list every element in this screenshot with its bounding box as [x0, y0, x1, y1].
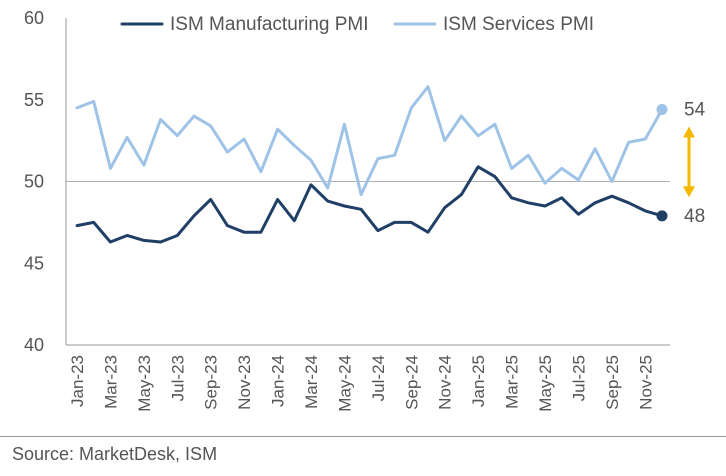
series-lines: 54 48: [75, 85, 706, 244]
y-axis-ticks: 40 45 50 55 60: [24, 8, 44, 355]
legend-label: ISM Services PMI: [443, 14, 594, 35]
x-tick-label: Sep-24: [402, 355, 421, 410]
end-marker-manufacturing: [656, 210, 668, 222]
x-tick-label: Nov-25: [636, 355, 655, 410]
legend: ISM Manufacturing PMI ISM Services PMI: [120, 14, 594, 35]
x-tick-label: Jul-24: [369, 355, 388, 401]
x-tick-label: May-23: [135, 355, 154, 412]
x-tick-label: Jul-23: [168, 355, 187, 401]
y-tick-label: 45: [24, 253, 44, 273]
x-tick-label: Jan-23: [68, 355, 87, 407]
arrow-head-down: [683, 186, 695, 198]
x-tick-label: Nov-24: [436, 355, 455, 410]
end-value-label: 54: [684, 100, 706, 121]
end-marker-services: [656, 104, 668, 116]
series-line-services: [75, 85, 664, 197]
legend-label: ISM Manufacturing PMI: [170, 14, 369, 35]
x-tick-label: Jan-24: [269, 355, 288, 407]
arrow-head-up: [683, 126, 695, 138]
y-tick-label: 50: [24, 172, 44, 192]
x-tick-label: Mar-24: [302, 355, 321, 409]
x-tick-label: Mar-25: [503, 355, 522, 409]
x-tick-label: Nov-23: [235, 355, 254, 410]
source-note: Source: MarketDesk, ISM: [12, 444, 218, 464]
x-tick-label: May-25: [536, 355, 555, 412]
series-line-manufacturing: [75, 165, 664, 244]
x-tick-label: Sep-25: [603, 355, 622, 410]
difference-annotation: [683, 126, 695, 198]
x-tick-label: May-24: [335, 355, 354, 412]
y-tick-label: 40: [24, 335, 44, 355]
x-tick-label: Sep-23: [202, 355, 221, 410]
end-value-label: 48: [684, 206, 705, 227]
x-axis-ticks: Jan-23 Mar-23 May-23 Jul-23 Sep-23 Nov-23 Jan-…: [68, 355, 655, 412]
y-tick-label: 60: [24, 8, 44, 28]
x-tick-label: Jul-25: [569, 355, 588, 401]
x-tick-label: Jan-25: [469, 355, 488, 407]
x-tick-label: Mar-23: [101, 355, 120, 409]
y-tick-label: 55: [24, 90, 44, 110]
source-divider: [0, 436, 726, 437]
